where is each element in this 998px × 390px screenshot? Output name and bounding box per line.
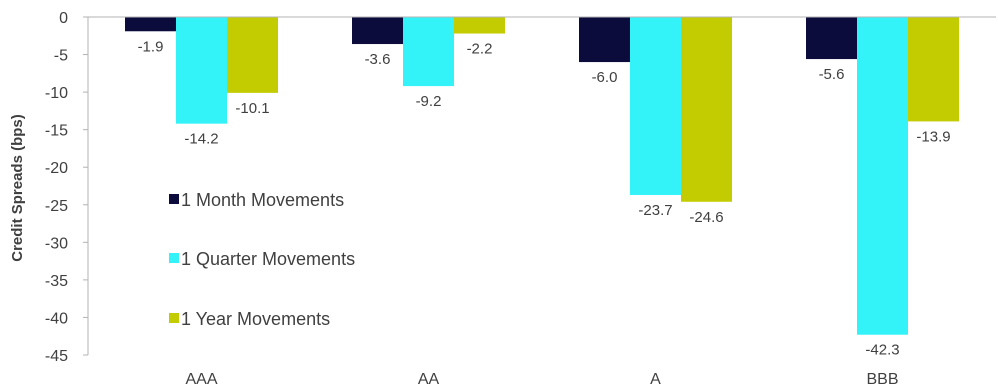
legend-label: 1 Month Movements	[181, 190, 344, 210]
data-label: -2.2	[467, 41, 493, 58]
bar-a-1	[630, 17, 681, 196]
bar-aa-2	[454, 17, 505, 34]
data-label: -13.9	[916, 128, 950, 145]
legend-item: 1 Quarter Movements	[169, 249, 355, 269]
legend-item: 1 Year Movements	[169, 309, 330, 329]
y-tick-label: -30	[45, 235, 68, 252]
x-tick-label: BBB	[866, 371, 898, 388]
y-tick-label: -45	[45, 348, 68, 365]
y-axis: 0 -5 -10 -15 -20 -25 -30 -35 -40 -45	[45, 10, 89, 365]
y-tick-label: 0	[59, 10, 68, 27]
data-label: -5.6	[819, 66, 845, 83]
data-label: -1.9	[138, 38, 164, 55]
y-tick-label: -20	[45, 160, 68, 177]
y-tick-label: -40	[45, 310, 68, 327]
y-axis-title: Credit Spreads (bps)	[9, 114, 26, 262]
y-tick-label: -5	[54, 48, 68, 65]
legend-swatch	[169, 253, 179, 263]
data-label: -14.2	[184, 131, 218, 148]
legend-swatch	[169, 194, 179, 204]
bar-aaa-2	[227, 17, 278, 93]
bar-aaa-1	[176, 17, 227, 124]
data-label: -9.2	[416, 93, 442, 110]
y-tick-label: -25	[45, 198, 68, 215]
legend: 1 Month Movements 1 Quarter Movements 1 Ye…	[169, 190, 355, 329]
data-label: -24.6	[689, 209, 723, 226]
bar-bbb-0	[806, 17, 857, 60]
bar-aa-0	[352, 17, 403, 45]
legend-item: 1 Month Movements	[169, 190, 344, 210]
legend-swatch	[169, 313, 179, 323]
legend-label: 1 Quarter Movements	[181, 249, 355, 269]
legend-label: 1 Year Movements	[181, 309, 330, 329]
data-label: -42.3	[865, 342, 899, 359]
bar-aaa-0	[125, 17, 176, 32]
x-tick-label: A	[650, 371, 661, 388]
data-labels: -1.9 -14.2 -10.1 -3.6 -9.2 -2.2 -6.0 -23.7 -24.6…	[138, 38, 951, 358]
bar-a-0	[579, 17, 630, 63]
data-label: -23.7	[638, 202, 672, 219]
bar-bbb-2	[908, 17, 959, 122]
bar-bbb-1	[857, 17, 908, 335]
y-tick-label: -35	[45, 273, 68, 290]
data-label: -10.1	[235, 100, 269, 117]
y-tick-label: -10	[45, 85, 68, 102]
x-axis: AAA AA A BBB	[185, 371, 898, 388]
y-tick-label: -15	[45, 123, 68, 140]
data-label: -6.0	[592, 69, 618, 86]
bar-a-2	[681, 17, 732, 202]
bar-aa-1	[403, 17, 454, 87]
plot-area	[88, 16, 996, 335]
data-label: -3.6	[365, 51, 391, 68]
x-tick-label: AA	[418, 371, 440, 388]
x-tick-label: AAA	[185, 371, 217, 388]
